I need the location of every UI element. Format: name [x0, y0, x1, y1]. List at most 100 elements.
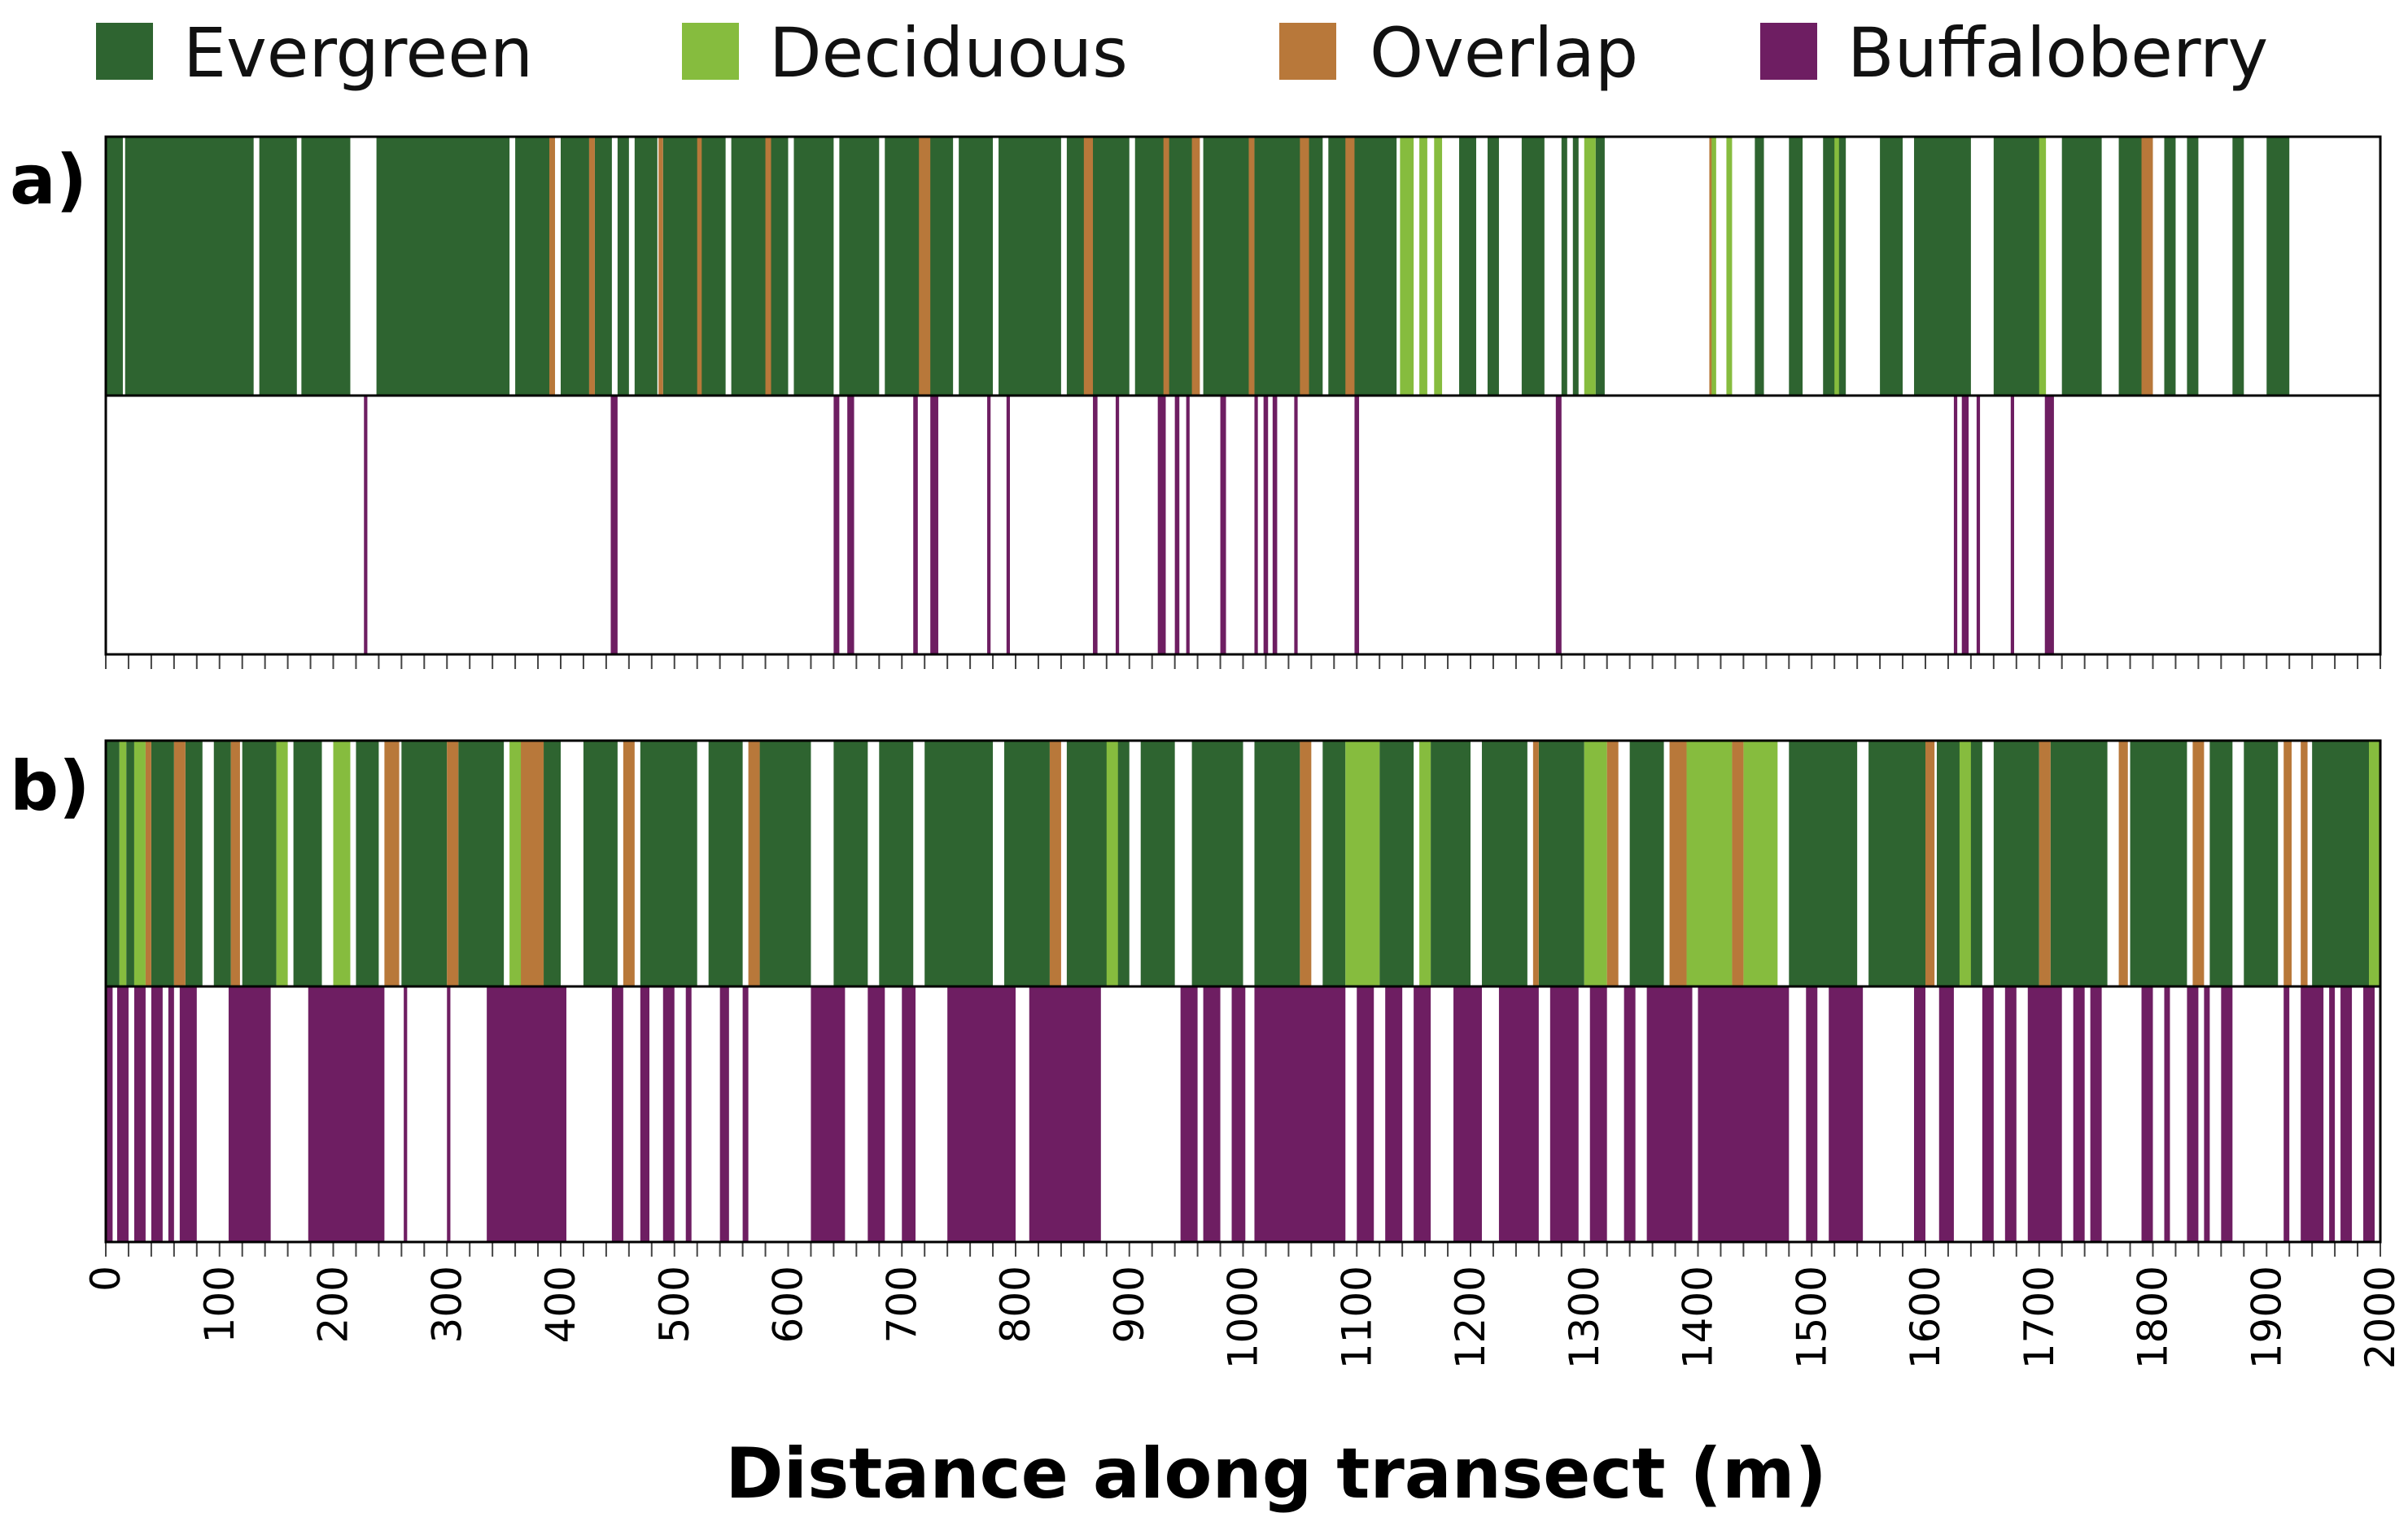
canopy-segment-evergreen	[731, 137, 789, 396]
buffaloberry-segment	[833, 396, 840, 654]
canopy-segment-evergreen	[1459, 137, 1476, 396]
x-tick-label: 400	[537, 1266, 584, 1343]
canopy-segment-evergreen	[708, 741, 743, 986]
canopy-segment-evergreen	[2050, 741, 2108, 986]
buffaloberry-segment	[1186, 396, 1190, 654]
x-tick-label: 500	[651, 1266, 698, 1343]
canopy-segment-evergreen	[1755, 137, 1764, 396]
canopy-segment-evergreen	[561, 137, 589, 396]
canopy-segment-evergreen	[2130, 741, 2187, 986]
canopy-segment-overlap	[1345, 137, 1355, 396]
buffaloberry-segment	[151, 986, 163, 1242]
canopy-segment-evergreen	[1328, 137, 1397, 396]
canopy-segment-evergreen	[583, 741, 618, 986]
x-tick-label: 1900	[2243, 1266, 2290, 1369]
buffaloberry-segment	[1180, 986, 1198, 1242]
canopy-segment-deciduous	[1434, 137, 1443, 396]
canopy-segment-overlap	[2301, 741, 2308, 986]
canopy-segment-evergreen	[1379, 741, 1414, 986]
canopy-segment-evergreen	[1538, 741, 1584, 986]
buffaloberry-segment	[2363, 986, 2375, 1242]
canopy-segment-evergreen	[301, 137, 351, 396]
canopy-segment-overlap	[748, 741, 760, 986]
x-axis-title: Distance along transect (m)	[725, 1433, 1827, 1515]
canopy-segment-evergreen	[401, 741, 448, 986]
canopy-segment-evergreen	[793, 137, 834, 396]
canopy-segment-overlap	[384, 741, 400, 986]
buffaloberry-segment	[1589, 986, 1607, 1242]
canopy-segment-evergreen	[879, 741, 914, 986]
x-tick-label: 1700	[2016, 1266, 2063, 1369]
canopy-segment-evergreen	[1004, 741, 1050, 986]
canopy-segment-evergreen	[2244, 741, 2279, 986]
canopy-segment-overlap	[588, 137, 595, 396]
buffaloberry-segment	[913, 396, 918, 654]
legend-item-buffaloberry: Buffaloberry	[1760, 13, 2268, 93]
buffaloberry-segment	[2141, 986, 2153, 1242]
panel-b-buffaloberry-strip	[106, 986, 2375, 1242]
buffaloberry-segment	[2221, 986, 2233, 1242]
panel-b-minor-ticks	[105, 1242, 2381, 1257]
canopy-segment-evergreen	[151, 741, 174, 986]
canopy-segment-evergreen	[1914, 137, 1971, 396]
canopy-segment-overlap	[2283, 741, 2292, 986]
buffaloberry-segment	[1093, 396, 1098, 654]
x-tick-label: 1800	[2130, 1266, 2177, 1369]
buffaloberry-segment	[1938, 986, 1954, 1242]
buffaloberry-segment	[1453, 986, 1482, 1242]
x-axis-tick-labels: 0 100 200 300 400 500 600 700 800 900 1000 1100 1200…	[82, 1266, 2404, 1369]
canopy-segment-overlap	[173, 741, 186, 986]
x-tick-label: 100	[196, 1266, 243, 1343]
canopy-segment-evergreen	[242, 741, 277, 986]
x-tick-label: 1000	[1220, 1266, 1267, 1369]
canopy-segment-evergreen	[515, 137, 556, 396]
canopy-segment-deciduous	[119, 741, 127, 986]
canopy-segment-evergreen	[293, 741, 322, 986]
canopy-segment-evergreen	[1789, 741, 1858, 986]
canopy-segment-evergreen	[259, 137, 297, 396]
canopy-segment-deciduous	[1584, 137, 1596, 396]
canopy-segment-evergreen	[924, 741, 994, 986]
legend-swatch-overlap	[1279, 23, 1336, 80]
buffaloberry-segment	[1646, 986, 1693, 1242]
buffaloberry-segment	[610, 396, 618, 654]
buffaloberry-segment	[2204, 986, 2210, 1242]
buffaloberry-segment	[2164, 986, 2170, 1242]
buffaloberry-segment	[987, 396, 991, 654]
canopy-segment-overlap	[1300, 741, 1312, 986]
buffaloberry-segment	[1698, 986, 1790, 1242]
canopy-segment-overlap	[1248, 137, 1255, 396]
canopy-segment-deciduous	[1709, 137, 1716, 396]
buffaloberry-segment	[1549, 986, 1579, 1242]
legend-item-overlap: Overlap	[1279, 13, 1638, 93]
canopy-segment-overlap	[765, 137, 771, 396]
buffaloberry-segment	[168, 986, 174, 1242]
buffaloberry-segment	[308, 986, 385, 1242]
canopy-segment-deciduous	[333, 741, 351, 986]
canopy-segment-overlap	[1083, 137, 1094, 396]
canopy-segment-deciduous	[1686, 741, 1733, 986]
canopy-segment-evergreen	[2164, 137, 2176, 396]
x-tick-label: 700	[878, 1266, 925, 1343]
canopy-segment-evergreen	[1481, 741, 1527, 986]
buffaloberry-segment	[364, 396, 368, 654]
canopy-segment-evergreen	[1203, 137, 1249, 396]
buffaloberry-segment	[2010, 396, 2015, 654]
x-tick-label: 200	[310, 1266, 357, 1343]
legend-swatch-evergreen	[96, 23, 153, 80]
buffaloberry-segment	[1624, 986, 1636, 1242]
buffaloberry-segment	[902, 986, 916, 1242]
buffaloberry-segment	[1806, 986, 1818, 1242]
canopy-segment-evergreen	[617, 137, 629, 396]
buffaloberry-segment	[811, 986, 846, 1242]
buffaloberry-segment	[1029, 986, 1101, 1242]
panel-b-buffaloberry-frame	[104, 985, 2382, 1244]
canopy-segment-evergreen	[2209, 741, 2233, 986]
x-tick-label: 1300	[1561, 1266, 1608, 1369]
canopy-segment-overlap	[1709, 137, 1712, 396]
buffaloberry-segment	[2004, 986, 2017, 1242]
canopy-segment-evergreen	[640, 741, 697, 986]
legend-item-deciduous: Deciduous	[682, 13, 1128, 93]
buffaloberry-segment	[2044, 396, 2054, 654]
canopy-segment-overlap	[2118, 741, 2128, 986]
